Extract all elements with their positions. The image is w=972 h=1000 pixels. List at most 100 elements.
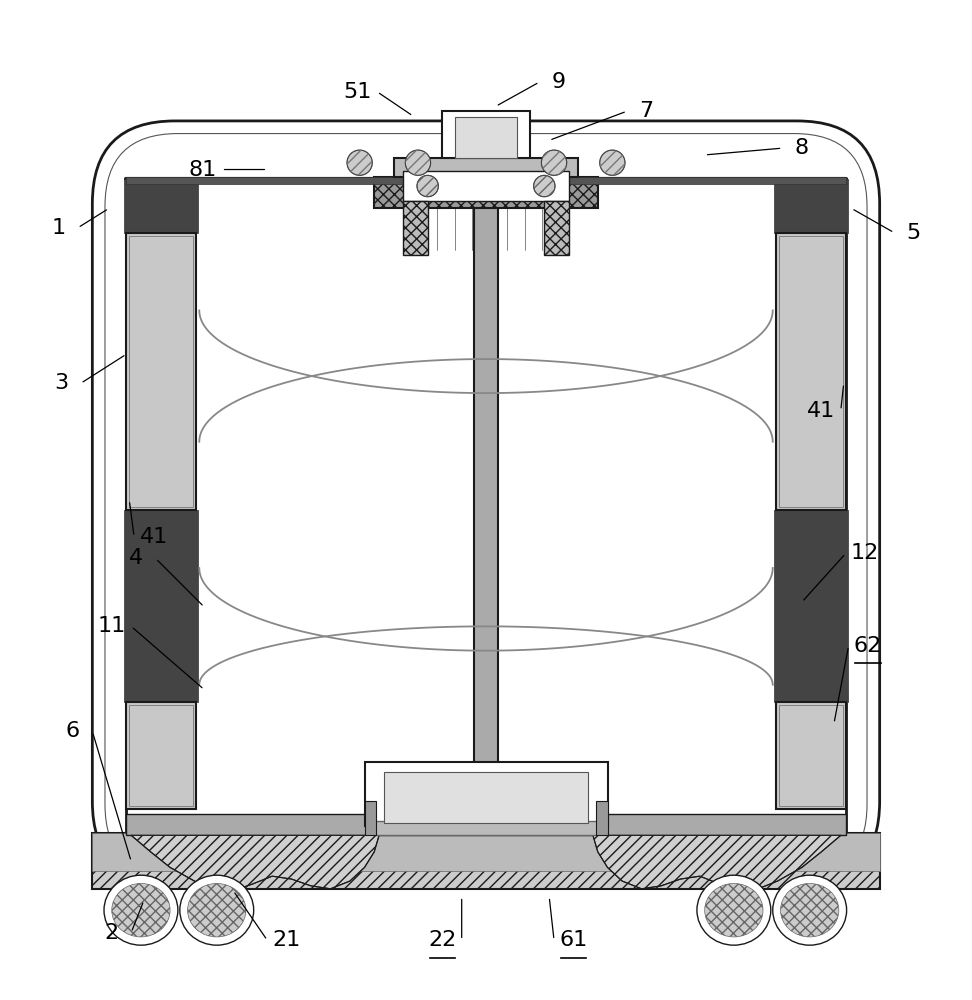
Polygon shape — [401, 738, 419, 758]
Polygon shape — [612, 578, 629, 597]
Polygon shape — [638, 621, 654, 641]
Polygon shape — [217, 709, 233, 728]
Polygon shape — [739, 330, 755, 349]
Polygon shape — [646, 461, 663, 481]
Polygon shape — [679, 344, 697, 364]
Polygon shape — [368, 301, 385, 320]
Polygon shape — [722, 592, 739, 612]
Polygon shape — [705, 301, 722, 320]
Polygon shape — [435, 417, 452, 437]
Polygon shape — [318, 738, 334, 758]
Polygon shape — [520, 767, 537, 787]
Polygon shape — [309, 228, 327, 247]
Polygon shape — [200, 301, 217, 320]
Polygon shape — [739, 767, 755, 787]
Polygon shape — [251, 563, 267, 583]
Polygon shape — [553, 592, 571, 612]
Polygon shape — [259, 199, 276, 218]
Polygon shape — [401, 709, 419, 728]
Polygon shape — [697, 374, 713, 393]
Polygon shape — [688, 242, 705, 262]
Polygon shape — [461, 461, 477, 481]
Polygon shape — [604, 359, 621, 378]
Polygon shape — [183, 505, 200, 524]
Polygon shape — [739, 680, 755, 699]
Ellipse shape — [705, 883, 763, 937]
Polygon shape — [688, 272, 705, 291]
Polygon shape — [401, 213, 419, 233]
Polygon shape — [679, 199, 697, 218]
Polygon shape — [697, 578, 713, 597]
Polygon shape — [175, 607, 191, 626]
Polygon shape — [385, 709, 401, 728]
Bar — [374, 821, 598, 835]
Polygon shape — [477, 228, 495, 247]
Polygon shape — [251, 184, 267, 204]
Polygon shape — [191, 665, 208, 685]
Polygon shape — [663, 403, 679, 422]
Polygon shape — [537, 709, 553, 728]
Polygon shape — [309, 607, 327, 626]
Polygon shape — [259, 490, 276, 510]
Polygon shape — [327, 753, 343, 772]
Polygon shape — [739, 388, 755, 408]
Polygon shape — [773, 767, 789, 787]
Polygon shape — [773, 213, 789, 233]
Circle shape — [534, 175, 555, 197]
Polygon shape — [293, 607, 309, 626]
Polygon shape — [697, 607, 713, 626]
Polygon shape — [545, 257, 562, 276]
Polygon shape — [747, 665, 764, 685]
Polygon shape — [251, 359, 267, 378]
Polygon shape — [469, 767, 486, 787]
Polygon shape — [705, 359, 722, 378]
Polygon shape — [477, 257, 495, 276]
Polygon shape — [327, 344, 343, 364]
Polygon shape — [562, 228, 578, 247]
Polygon shape — [132, 242, 150, 262]
Polygon shape — [672, 447, 688, 466]
Polygon shape — [604, 621, 621, 641]
Polygon shape — [376, 636, 394, 656]
Polygon shape — [815, 315, 831, 335]
Polygon shape — [352, 272, 368, 291]
Polygon shape — [571, 534, 587, 553]
Polygon shape — [730, 344, 747, 364]
Polygon shape — [435, 505, 452, 524]
Bar — [126, 177, 846, 184]
Polygon shape — [571, 651, 587, 670]
Polygon shape — [141, 228, 157, 247]
Polygon shape — [267, 621, 284, 641]
Polygon shape — [747, 403, 764, 422]
Polygon shape — [343, 432, 360, 451]
Polygon shape — [705, 330, 722, 349]
Polygon shape — [251, 272, 267, 291]
Polygon shape — [697, 694, 713, 714]
Polygon shape — [764, 257, 781, 276]
Polygon shape — [511, 636, 528, 656]
Polygon shape — [520, 417, 537, 437]
Polygon shape — [385, 447, 401, 466]
Polygon shape — [806, 767, 822, 787]
Polygon shape — [360, 315, 376, 335]
Polygon shape — [461, 694, 477, 714]
Polygon shape — [578, 432, 596, 451]
Polygon shape — [553, 417, 571, 437]
Polygon shape — [200, 242, 217, 262]
Polygon shape — [789, 680, 806, 699]
Polygon shape — [562, 607, 578, 626]
Polygon shape — [495, 753, 511, 772]
Polygon shape — [545, 607, 562, 626]
Polygon shape — [672, 534, 688, 553]
Polygon shape — [150, 563, 166, 583]
Polygon shape — [722, 213, 739, 233]
Polygon shape — [722, 359, 739, 378]
Polygon shape — [318, 680, 334, 699]
Polygon shape — [781, 403, 797, 422]
Polygon shape — [217, 505, 233, 524]
Polygon shape — [730, 665, 747, 685]
Polygon shape — [267, 388, 284, 408]
Polygon shape — [495, 344, 511, 364]
Polygon shape — [175, 665, 191, 685]
Polygon shape — [309, 286, 327, 306]
